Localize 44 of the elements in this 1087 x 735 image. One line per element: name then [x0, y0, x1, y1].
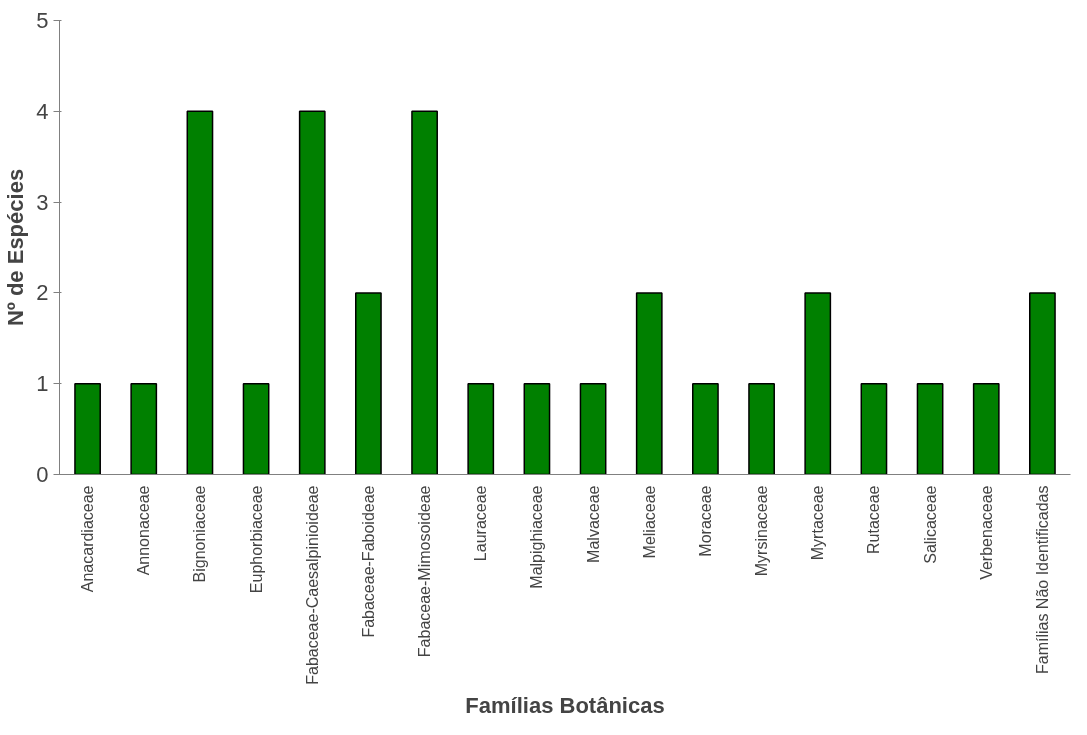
bar	[579, 382, 607, 475]
x-tick-label: Myrtaceae	[809, 485, 827, 561]
y-tick-label: 2	[36, 280, 49, 306]
bar	[748, 382, 775, 475]
bar	[74, 382, 101, 475]
bar	[635, 292, 663, 475]
x-tick-label: Euphorbiaceae	[247, 485, 265, 594]
bar	[916, 382, 944, 475]
bar	[972, 382, 1000, 475]
bar	[186, 110, 214, 475]
bar	[1029, 292, 1056, 475]
x-axis-title: Famílias Botânicas	[465, 692, 665, 718]
x-tick-label: Rutaceae	[865, 485, 883, 554]
bar	[860, 382, 888, 475]
bar	[411, 110, 438, 475]
y-axis-title: Nº de Espécies	[3, 168, 29, 327]
bar	[523, 382, 551, 475]
bar	[130, 382, 158, 475]
x-tick-label: Fabaceae-Caesalpinioideae	[303, 485, 321, 685]
y-tick-label: 1	[36, 371, 49, 397]
x-tick-label: Salicaceae	[921, 485, 939, 564]
bar	[804, 292, 832, 475]
bar	[467, 382, 495, 475]
x-tick-label: Famílias Não Identificadas	[1033, 485, 1051, 675]
x-tick-label: Meliaceae	[640, 485, 658, 559]
x-tick-label: Annonaceae	[135, 485, 153, 576]
x-tick-label: Bignoniaceae	[191, 485, 209, 583]
x-tick-label: Moraceae	[696, 485, 714, 557]
x-tick-label: Malvaceae	[584, 485, 602, 563]
bar	[355, 292, 382, 475]
x-tick-label: Lauraceae	[472, 485, 490, 562]
bar	[298, 110, 326, 475]
bar	[242, 382, 270, 475]
x-tick-label: Verbenaceae	[977, 485, 995, 580]
y-tick-label: 0	[36, 462, 49, 487]
x-tick-label: Fabaceae-Faboideae	[359, 485, 377, 638]
y-tick-label: 3	[36, 189, 49, 215]
x-tick-label: Myrsinaceae	[753, 485, 771, 577]
y-tick-label: 4	[36, 98, 49, 124]
x-tick-label: Anacardiaceae	[79, 485, 97, 593]
bar	[692, 382, 719, 475]
x-tick-label: Malpighiaceae	[528, 485, 546, 589]
y-tick-label: 5	[36, 8, 49, 33]
x-tick-label: Fabaceae-Mimosoideae	[416, 485, 434, 658]
